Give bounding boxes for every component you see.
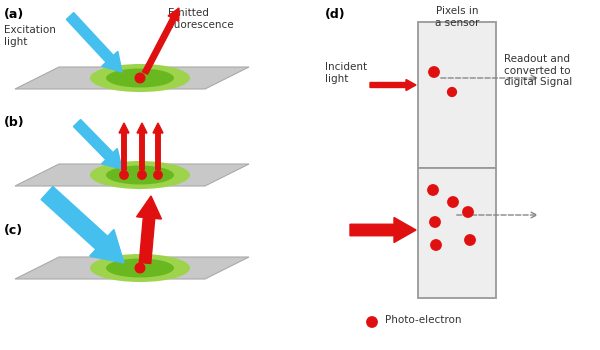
Circle shape: [431, 240, 441, 250]
Circle shape: [448, 88, 457, 96]
FancyArrow shape: [137, 196, 161, 264]
Polygon shape: [15, 164, 249, 186]
Text: Readout and
converted to
digital Signal: Readout and converted to digital Signal: [504, 54, 572, 87]
Text: Photo-electron: Photo-electron: [385, 315, 461, 325]
FancyArrow shape: [143, 8, 179, 74]
Ellipse shape: [90, 64, 190, 92]
Bar: [418, 22, 496, 168]
FancyArrow shape: [119, 123, 129, 170]
Text: (b): (b): [4, 116, 25, 129]
Text: Excitation
light: Excitation light: [4, 25, 56, 47]
FancyArrow shape: [137, 123, 147, 170]
Circle shape: [135, 263, 145, 273]
Ellipse shape: [106, 166, 174, 184]
Circle shape: [430, 217, 440, 227]
Circle shape: [138, 171, 146, 179]
Text: (a): (a): [4, 8, 24, 21]
Polygon shape: [15, 67, 249, 89]
Ellipse shape: [106, 259, 174, 278]
Circle shape: [120, 171, 128, 179]
Circle shape: [463, 207, 473, 217]
Circle shape: [465, 235, 475, 245]
FancyArrow shape: [153, 123, 163, 170]
FancyArrow shape: [67, 13, 122, 72]
Text: (d): (d): [325, 8, 346, 21]
Ellipse shape: [106, 69, 174, 88]
Circle shape: [154, 171, 162, 179]
Circle shape: [135, 73, 145, 83]
Polygon shape: [15, 257, 249, 279]
Text: Pixels in
a sensor: Pixels in a sensor: [435, 6, 479, 28]
Text: (c): (c): [4, 224, 23, 237]
Circle shape: [428, 185, 438, 195]
Circle shape: [429, 67, 439, 77]
Bar: [418, 168, 496, 298]
FancyArrow shape: [73, 119, 122, 169]
Text: Emitted
fluorescence: Emitted fluorescence: [168, 8, 235, 30]
FancyArrow shape: [350, 217, 416, 243]
FancyArrow shape: [370, 79, 416, 91]
FancyArrow shape: [41, 187, 124, 263]
Circle shape: [448, 197, 458, 207]
Ellipse shape: [90, 161, 190, 189]
Circle shape: [367, 317, 377, 327]
Text: Incident
light: Incident light: [325, 62, 367, 84]
Ellipse shape: [90, 254, 190, 282]
